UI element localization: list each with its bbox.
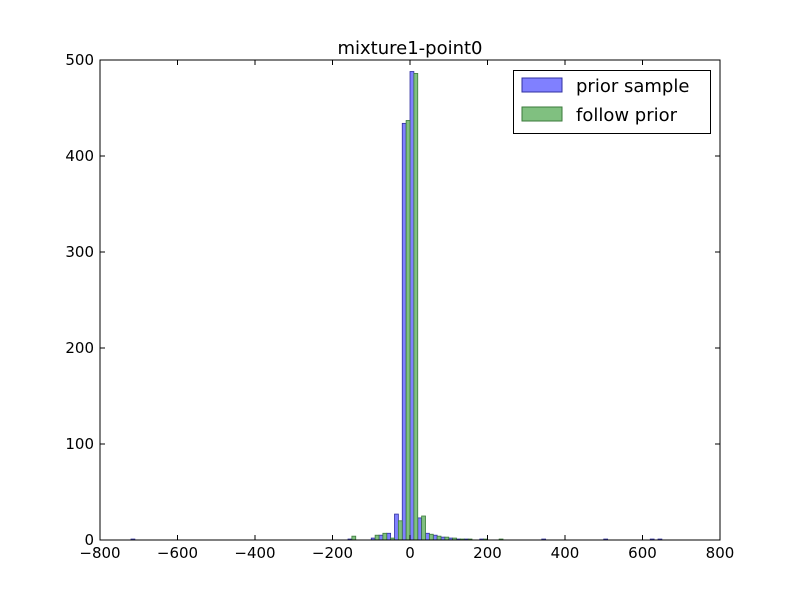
ticks-layer: −800 −600 −400 −200 0 200 400 600 800 0 100 200 300 4…	[65, 51, 734, 562]
bar-follow-prior	[351, 535, 357, 541]
y-tick-label: 200	[65, 339, 94, 357]
y-tick-label: 100	[65, 435, 94, 453]
bars-layer	[130, 71, 663, 541]
bar-prior-sample	[409, 71, 415, 541]
legend-label-prior-sample: prior sample	[576, 76, 689, 97]
bar-follow-prior	[374, 534, 380, 541]
bar-prior-sample	[394, 513, 399, 541]
bar-prior-sample	[401, 122, 407, 541]
x-tick-label: 400	[551, 544, 580, 562]
x-tick-label: −600	[157, 544, 198, 562]
x-tick-label: −200	[312, 544, 353, 562]
bar-prior-sample	[386, 532, 392, 541]
bar-prior-sample	[425, 532, 430, 541]
bar-follow-prior	[413, 73, 419, 541]
bar-follow-prior	[436, 535, 442, 541]
chart-title: mixture1-point0	[337, 38, 482, 59]
y-tick-label: 400	[65, 147, 94, 165]
bar-prior-sample	[417, 517, 423, 541]
y-tick-label: 500	[65, 51, 94, 69]
x-tick-label: 800	[706, 544, 735, 562]
y-tick-label: 300	[65, 243, 94, 261]
legend-swatch-follow-prior	[521, 106, 563, 122]
bar-follow-prior	[421, 515, 426, 541]
bar-prior-sample	[378, 534, 384, 541]
bar-follow-prior	[428, 533, 434, 541]
legend: prior sample follow prior	[513, 70, 711, 134]
legend-swatch-prior-sample	[521, 77, 563, 93]
bar-follow-prior	[382, 532, 388, 541]
x-tick-label: 0	[405, 544, 415, 562]
legend-label-follow-prior: follow prior	[576, 105, 678, 126]
bar-follow-prior	[397, 520, 403, 541]
x-tick-label: −400	[234, 544, 275, 562]
bar-follow-prior	[405, 120, 411, 541]
x-tick-label: 600	[628, 544, 657, 562]
x-tick-label: 200	[473, 544, 502, 562]
bar-prior-sample	[432, 534, 438, 541]
x-tick-label: −800	[79, 544, 120, 562]
y-tick-label: 0	[84, 531, 94, 549]
